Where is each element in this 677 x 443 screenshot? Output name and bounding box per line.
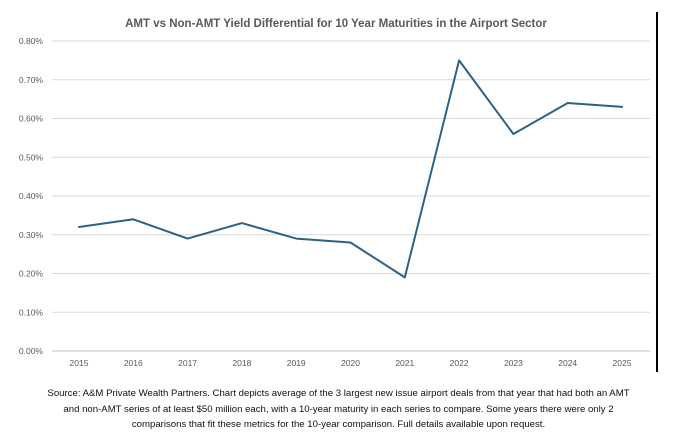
x-axis-tick-labels: 2015 2016 2017 2018 2019 2020 2021 2022 2023 2024… <box>70 358 632 368</box>
y-tick-label: 0.70% <box>19 75 44 85</box>
right-border-line <box>656 12 658 372</box>
line-chart: AMT vs Non-AMT Yield Differential for 10… <box>19 18 650 368</box>
x-tick-label: 2023 <box>504 358 523 368</box>
y-tick-label: 0.10% <box>19 307 44 317</box>
x-tick-label: 2025 <box>613 358 632 368</box>
x-tick-label: 2024 <box>558 358 577 368</box>
y-tick-label: 0.80% <box>19 36 44 46</box>
source-line-2: and non-AMT series of at least $50 milli… <box>63 403 614 415</box>
x-tick-label: 2020 <box>341 358 360 368</box>
source-line-1: Source: A&M Private Wealth Partners. Cha… <box>47 388 630 399</box>
x-tick-label: 2018 <box>232 358 251 368</box>
y-tick-label: 0.40% <box>19 191 44 201</box>
source-note: Source: A&M Private Wealth Partners. Cha… <box>0 386 677 433</box>
y-axis-tick-labels: 0.00% 0.10% 0.20% 0.30% 0.40% 0.50% 0.60% 0.70%… <box>19 36 44 356</box>
source-line-3: comparisons that fit these metrics for t… <box>131 419 546 430</box>
y-tick-label: 0.00% <box>19 346 44 356</box>
gridlines <box>52 40 650 352</box>
chart-title: AMT vs Non-AMT Yield Differential for 10… <box>125 18 547 30</box>
series-line-group <box>78 59 623 279</box>
y-tick-label: 0.60% <box>19 114 44 124</box>
series-line <box>78 59 623 279</box>
x-tick-label: 2022 <box>450 358 469 368</box>
x-tick-label: 2019 <box>287 358 306 368</box>
y-tick-label: 0.30% <box>19 230 44 240</box>
x-tick-label: 2021 <box>395 358 414 368</box>
y-tick-label: 0.20% <box>19 269 44 279</box>
x-tick-label: 2015 <box>70 358 89 368</box>
x-tick-label: 2016 <box>124 358 143 368</box>
y-tick-label: 0.50% <box>19 152 44 162</box>
x-tick-label: 2017 <box>178 358 197 368</box>
